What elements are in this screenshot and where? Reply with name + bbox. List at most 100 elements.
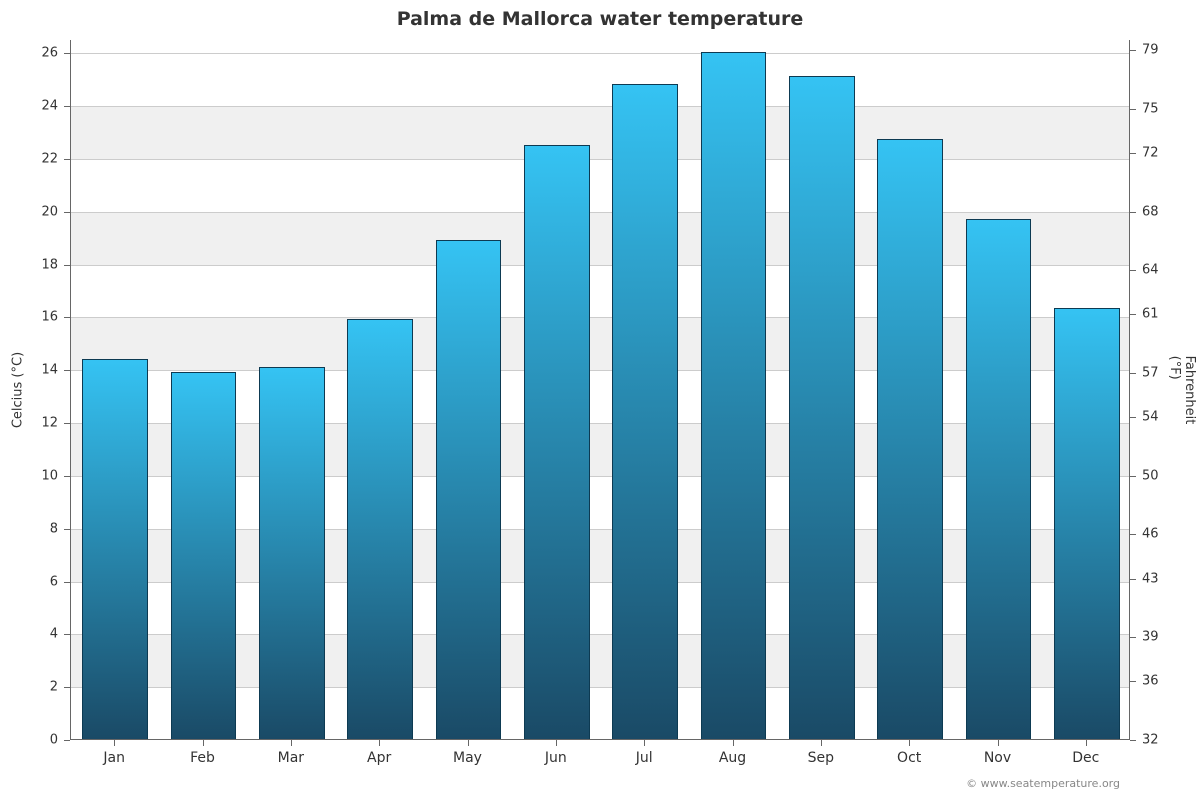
y-left-tick-label: 2 bbox=[0, 680, 58, 695]
y-left-tick-label: 14 bbox=[0, 363, 58, 378]
x-tick-label: Sep bbox=[808, 750, 834, 766]
tick-mark bbox=[1130, 476, 1136, 477]
y-right-tick-label: 43 bbox=[1142, 571, 1159, 586]
gridline bbox=[71, 159, 1129, 160]
x-tick-label: Jun bbox=[545, 750, 567, 766]
y-right-tick-label: 36 bbox=[1142, 674, 1159, 689]
bar bbox=[347, 319, 412, 739]
y-right-tick-label: 32 bbox=[1142, 733, 1159, 748]
tick-mark bbox=[733, 740, 734, 746]
bar bbox=[82, 359, 147, 739]
tick-mark bbox=[1130, 270, 1136, 271]
bar bbox=[171, 372, 236, 739]
chart-title: Palma de Mallorca water temperature bbox=[0, 8, 1200, 30]
x-tick-label: Feb bbox=[190, 750, 215, 766]
x-tick-label: Dec bbox=[1072, 750, 1099, 766]
tick-mark bbox=[64, 317, 70, 318]
y-right-tick-label: 39 bbox=[1142, 630, 1159, 645]
x-tick-label: Aug bbox=[719, 750, 746, 766]
y-left-tick-label: 16 bbox=[0, 310, 58, 325]
y-left-tick-label: 8 bbox=[0, 521, 58, 536]
tick-mark bbox=[1086, 740, 1087, 746]
y-right-tick-label: 54 bbox=[1142, 410, 1159, 425]
y-right-tick-label: 50 bbox=[1142, 468, 1159, 483]
grid-band bbox=[71, 106, 1129, 159]
bar bbox=[701, 52, 766, 739]
x-tick-label: Mar bbox=[278, 750, 304, 766]
tick-mark bbox=[1130, 579, 1136, 580]
tick-mark bbox=[64, 476, 70, 477]
y-right-tick-label: 46 bbox=[1142, 527, 1159, 542]
tick-mark bbox=[203, 740, 204, 746]
tick-mark bbox=[998, 740, 999, 746]
bar bbox=[436, 240, 501, 739]
bar bbox=[966, 219, 1031, 739]
credit-text: © www.seatemperature.org bbox=[966, 777, 1120, 790]
tick-mark bbox=[1130, 637, 1136, 638]
tick-mark bbox=[468, 740, 469, 746]
tick-mark bbox=[379, 740, 380, 746]
tick-mark bbox=[64, 212, 70, 213]
tick-mark bbox=[64, 529, 70, 530]
tick-mark bbox=[1130, 417, 1136, 418]
gridline bbox=[71, 106, 1129, 107]
y-right-tick-label: 61 bbox=[1142, 307, 1159, 322]
y-left-tick-label: 22 bbox=[0, 151, 58, 166]
tick-mark bbox=[1130, 534, 1136, 535]
tick-mark bbox=[821, 740, 822, 746]
tick-mark bbox=[64, 740, 70, 741]
tick-mark bbox=[1130, 373, 1136, 374]
tick-mark bbox=[64, 634, 70, 635]
y-left-tick-label: 20 bbox=[0, 204, 58, 219]
x-tick-label: Apr bbox=[367, 750, 391, 766]
tick-mark bbox=[64, 106, 70, 107]
tick-mark bbox=[1130, 212, 1136, 213]
tick-mark bbox=[291, 740, 292, 746]
y-left-tick-label: 10 bbox=[0, 468, 58, 483]
y-left-tick-label: 12 bbox=[0, 416, 58, 431]
y-left-tick-label: 0 bbox=[0, 733, 58, 748]
tick-mark bbox=[64, 265, 70, 266]
y-right-tick-label: 72 bbox=[1142, 146, 1159, 161]
y-left-tick-label: 6 bbox=[0, 574, 58, 589]
water-temp-chart: Palma de Mallorca water temperature Celc… bbox=[0, 0, 1200, 800]
y-left-tick-label: 18 bbox=[0, 257, 58, 272]
tick-mark bbox=[556, 740, 557, 746]
tick-mark bbox=[1130, 740, 1136, 741]
bar bbox=[1054, 308, 1119, 739]
gridline bbox=[71, 212, 1129, 213]
tick-mark bbox=[1130, 314, 1136, 315]
tick-mark bbox=[1130, 109, 1136, 110]
tick-mark bbox=[64, 53, 70, 54]
x-tick-label: Nov bbox=[984, 750, 1011, 766]
tick-mark bbox=[64, 687, 70, 688]
gridline bbox=[71, 53, 1129, 54]
y-left-tick-label: 4 bbox=[0, 627, 58, 642]
tick-mark bbox=[1130, 50, 1136, 51]
y-right-tick-label: 57 bbox=[1142, 366, 1159, 381]
y-right-tick-label: 75 bbox=[1142, 101, 1159, 116]
bar bbox=[877, 139, 942, 739]
tick-mark bbox=[64, 582, 70, 583]
y-right-tick-label: 68 bbox=[1142, 204, 1159, 219]
y-right-tick-label: 79 bbox=[1142, 43, 1159, 58]
tick-mark bbox=[64, 370, 70, 371]
x-tick-label: Jan bbox=[103, 750, 125, 766]
bar bbox=[789, 76, 854, 739]
x-tick-label: Jul bbox=[636, 750, 653, 766]
x-tick-label: Oct bbox=[897, 750, 921, 766]
plot-area bbox=[70, 40, 1130, 740]
y-left-tick-label: 26 bbox=[0, 46, 58, 61]
y-left-tick-label: 24 bbox=[0, 99, 58, 114]
bar bbox=[259, 367, 324, 739]
tick-mark bbox=[64, 159, 70, 160]
bar bbox=[524, 145, 589, 739]
tick-mark bbox=[644, 740, 645, 746]
tick-mark bbox=[1130, 153, 1136, 154]
y-right-tick-label: 64 bbox=[1142, 263, 1159, 278]
tick-mark bbox=[909, 740, 910, 746]
x-tick-label: May bbox=[453, 750, 482, 766]
y-axis-right-label: Fahrenheit (°F) bbox=[1167, 356, 1197, 425]
tick-mark bbox=[1130, 681, 1136, 682]
tick-mark bbox=[64, 423, 70, 424]
